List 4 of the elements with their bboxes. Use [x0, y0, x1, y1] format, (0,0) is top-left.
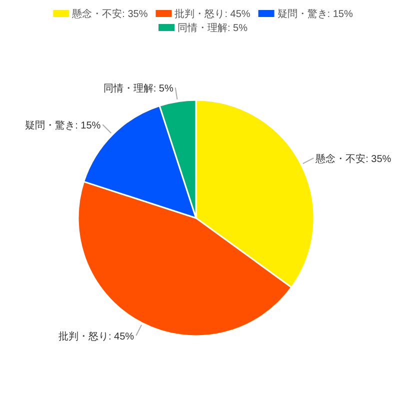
- legend-label: 同情・理解: 5%: [177, 22, 248, 34]
- legend-label: 批判・怒り: 45%: [174, 8, 250, 20]
- legend-label: 懸念・不安: 35%: [71, 8, 148, 20]
- legend-label: 疑問・驚き: 15%: [277, 8, 353, 20]
